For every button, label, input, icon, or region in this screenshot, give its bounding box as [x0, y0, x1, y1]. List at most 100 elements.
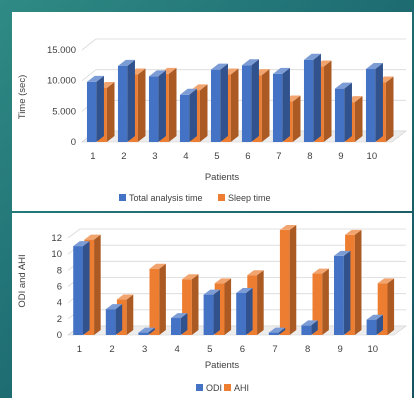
bar-front: [138, 332, 149, 335]
bar-side: [245, 288, 253, 335]
bar-front: [366, 319, 377, 335]
bar-side: [180, 313, 188, 335]
bar-front: [236, 292, 246, 335]
legend-swatch-total: [119, 194, 126, 201]
bar-side: [159, 263, 166, 335]
bar-top: [214, 278, 232, 284]
bar-side: [311, 320, 318, 335]
y-tick-label: 5.000: [52, 106, 76, 117]
bar-side: [94, 234, 101, 335]
x-tick-label: 7: [276, 151, 281, 162]
bar-side: [387, 278, 395, 335]
bar-side: [230, 68, 239, 142]
bar-top: [345, 229, 362, 235]
bar-front: [73, 246, 83, 335]
x-tick-label: 7: [272, 344, 277, 355]
bar-top: [334, 250, 351, 256]
legend-label-ahi: AHI: [234, 383, 249, 393]
bar-top: [138, 327, 155, 333]
grid-diag: [81, 69, 97, 81]
bar-side: [251, 59, 259, 142]
bar-side: [189, 88, 197, 142]
bar-series2: [182, 274, 199, 335]
legend-label-sleep: Sleep time: [228, 193, 271, 203]
bar-side: [292, 95, 301, 142]
bar-series1: [301, 320, 318, 335]
bar-side: [137, 68, 146, 142]
bar-top: [179, 88, 197, 95]
bar-front: [171, 318, 181, 335]
bar-front: [334, 255, 344, 335]
bar-side: [257, 270, 264, 335]
bar-front: [105, 309, 116, 335]
grid-diag: [81, 38, 97, 51]
x-tick-label: 6: [245, 151, 250, 162]
legend-swatch-odi: [196, 384, 203, 391]
bar-side: [343, 250, 351, 335]
bar-series1: [272, 67, 290, 142]
y-tick-label: 12: [51, 233, 62, 244]
bar-series1: [210, 63, 228, 142]
bar-side: [289, 224, 297, 335]
x-tick-label: 2: [121, 151, 126, 162]
bar-top: [116, 294, 134, 300]
x-tick-label: 3: [142, 344, 147, 355]
bar-series2: [149, 263, 166, 335]
bar-series1: [86, 75, 104, 142]
bar-series1: [334, 82, 352, 142]
bar-side: [220, 63, 228, 142]
bar-side: [126, 294, 134, 335]
bar-top: [377, 278, 395, 284]
bar-side: [213, 289, 220, 335]
y-axis-title: Time (sec): [17, 75, 28, 120]
x-tick-label: 10: [368, 344, 379, 355]
bar-front: [182, 279, 192, 335]
bar-top: [279, 224, 297, 230]
bar-front: [303, 59, 314, 142]
bar-series2: [312, 268, 329, 335]
bar-front: [365, 69, 376, 142]
bar-top: [117, 59, 135, 66]
bottom-chart-panel: 12 10 8 6 4 2 0 1 2 3 4 5 6 7 8 9 10 ODI and AHI Patien…: [12, 213, 412, 398]
bar-top: [366, 314, 383, 320]
bar-top: [301, 320, 318, 326]
bar-side: [344, 82, 352, 142]
bar-front: [312, 273, 323, 335]
bar-side: [278, 327, 286, 335]
bar-front: [377, 283, 388, 335]
bar-front: [272, 73, 283, 142]
bar-side: [127, 59, 135, 142]
bar-side: [191, 274, 199, 335]
legend-swatch-ahi: [224, 384, 231, 391]
bar-side: [261, 69, 270, 142]
bar-series2: [279, 224, 297, 335]
x-tick-label: 6: [240, 344, 245, 355]
x-axis-title: Patients: [205, 360, 240, 371]
bar-top: [210, 63, 228, 70]
x-tick-label: 5: [214, 151, 219, 162]
x-tick-label: 1: [77, 344, 82, 355]
bar-side: [158, 70, 166, 142]
legend-label-odi: ODI: [206, 383, 222, 393]
bar-front: [301, 325, 312, 335]
bar-side: [323, 60, 332, 143]
bar-front: [268, 332, 279, 335]
bar-top: [241, 59, 259, 66]
x-tick-label: 9: [338, 151, 343, 162]
y-tick-label: 2: [57, 314, 62, 325]
bar-top: [84, 234, 101, 240]
x-tick-label: 5: [207, 344, 212, 355]
bar-side: [385, 76, 394, 142]
bar-side: [96, 75, 104, 142]
bar-side: [224, 278, 232, 335]
bar-side: [282, 67, 290, 142]
x-tick-label: 8: [305, 344, 310, 355]
bar-top: [73, 241, 90, 247]
bar-top: [148, 70, 166, 77]
bar-front: [210, 69, 221, 142]
y-tick-label: 0: [57, 330, 62, 341]
x-tick-label: 1: [90, 151, 95, 162]
bar-top: [268, 327, 286, 333]
bar-front: [203, 294, 214, 335]
bar-side: [354, 96, 363, 142]
